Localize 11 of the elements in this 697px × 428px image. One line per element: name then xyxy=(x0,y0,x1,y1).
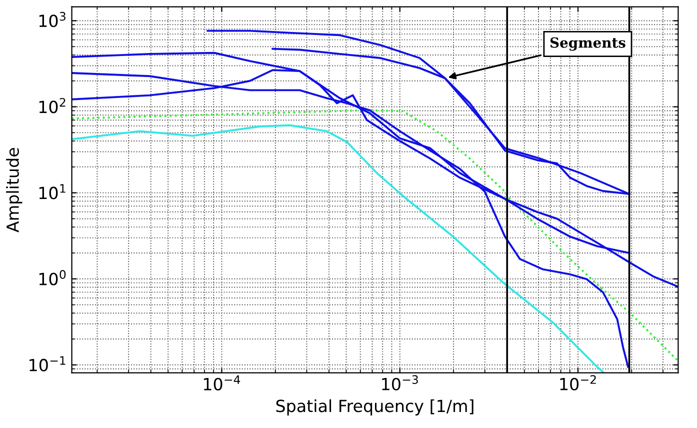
y-tick-label: 10$^{1}$ xyxy=(39,184,66,200)
y-axis-title: Amplitude xyxy=(6,148,22,232)
y-tick-label: 10$^{0}$ xyxy=(39,270,66,286)
x-tick-label: 10$^{−4}$ xyxy=(204,375,240,390)
x-axis-title: Spatial Frequency [1/m] xyxy=(276,399,474,416)
y-tick-label: 10$^{2}$ xyxy=(39,98,66,114)
annotation: Segments xyxy=(550,37,626,51)
x-tick-label: 10$^{−3}$ xyxy=(382,375,418,390)
y-tick-label: 10$^{3}$ xyxy=(39,12,66,28)
x-tick-label: 10$^{−2}$ xyxy=(560,375,596,390)
y-tick-label: 10$^{−1}$ xyxy=(30,356,66,372)
